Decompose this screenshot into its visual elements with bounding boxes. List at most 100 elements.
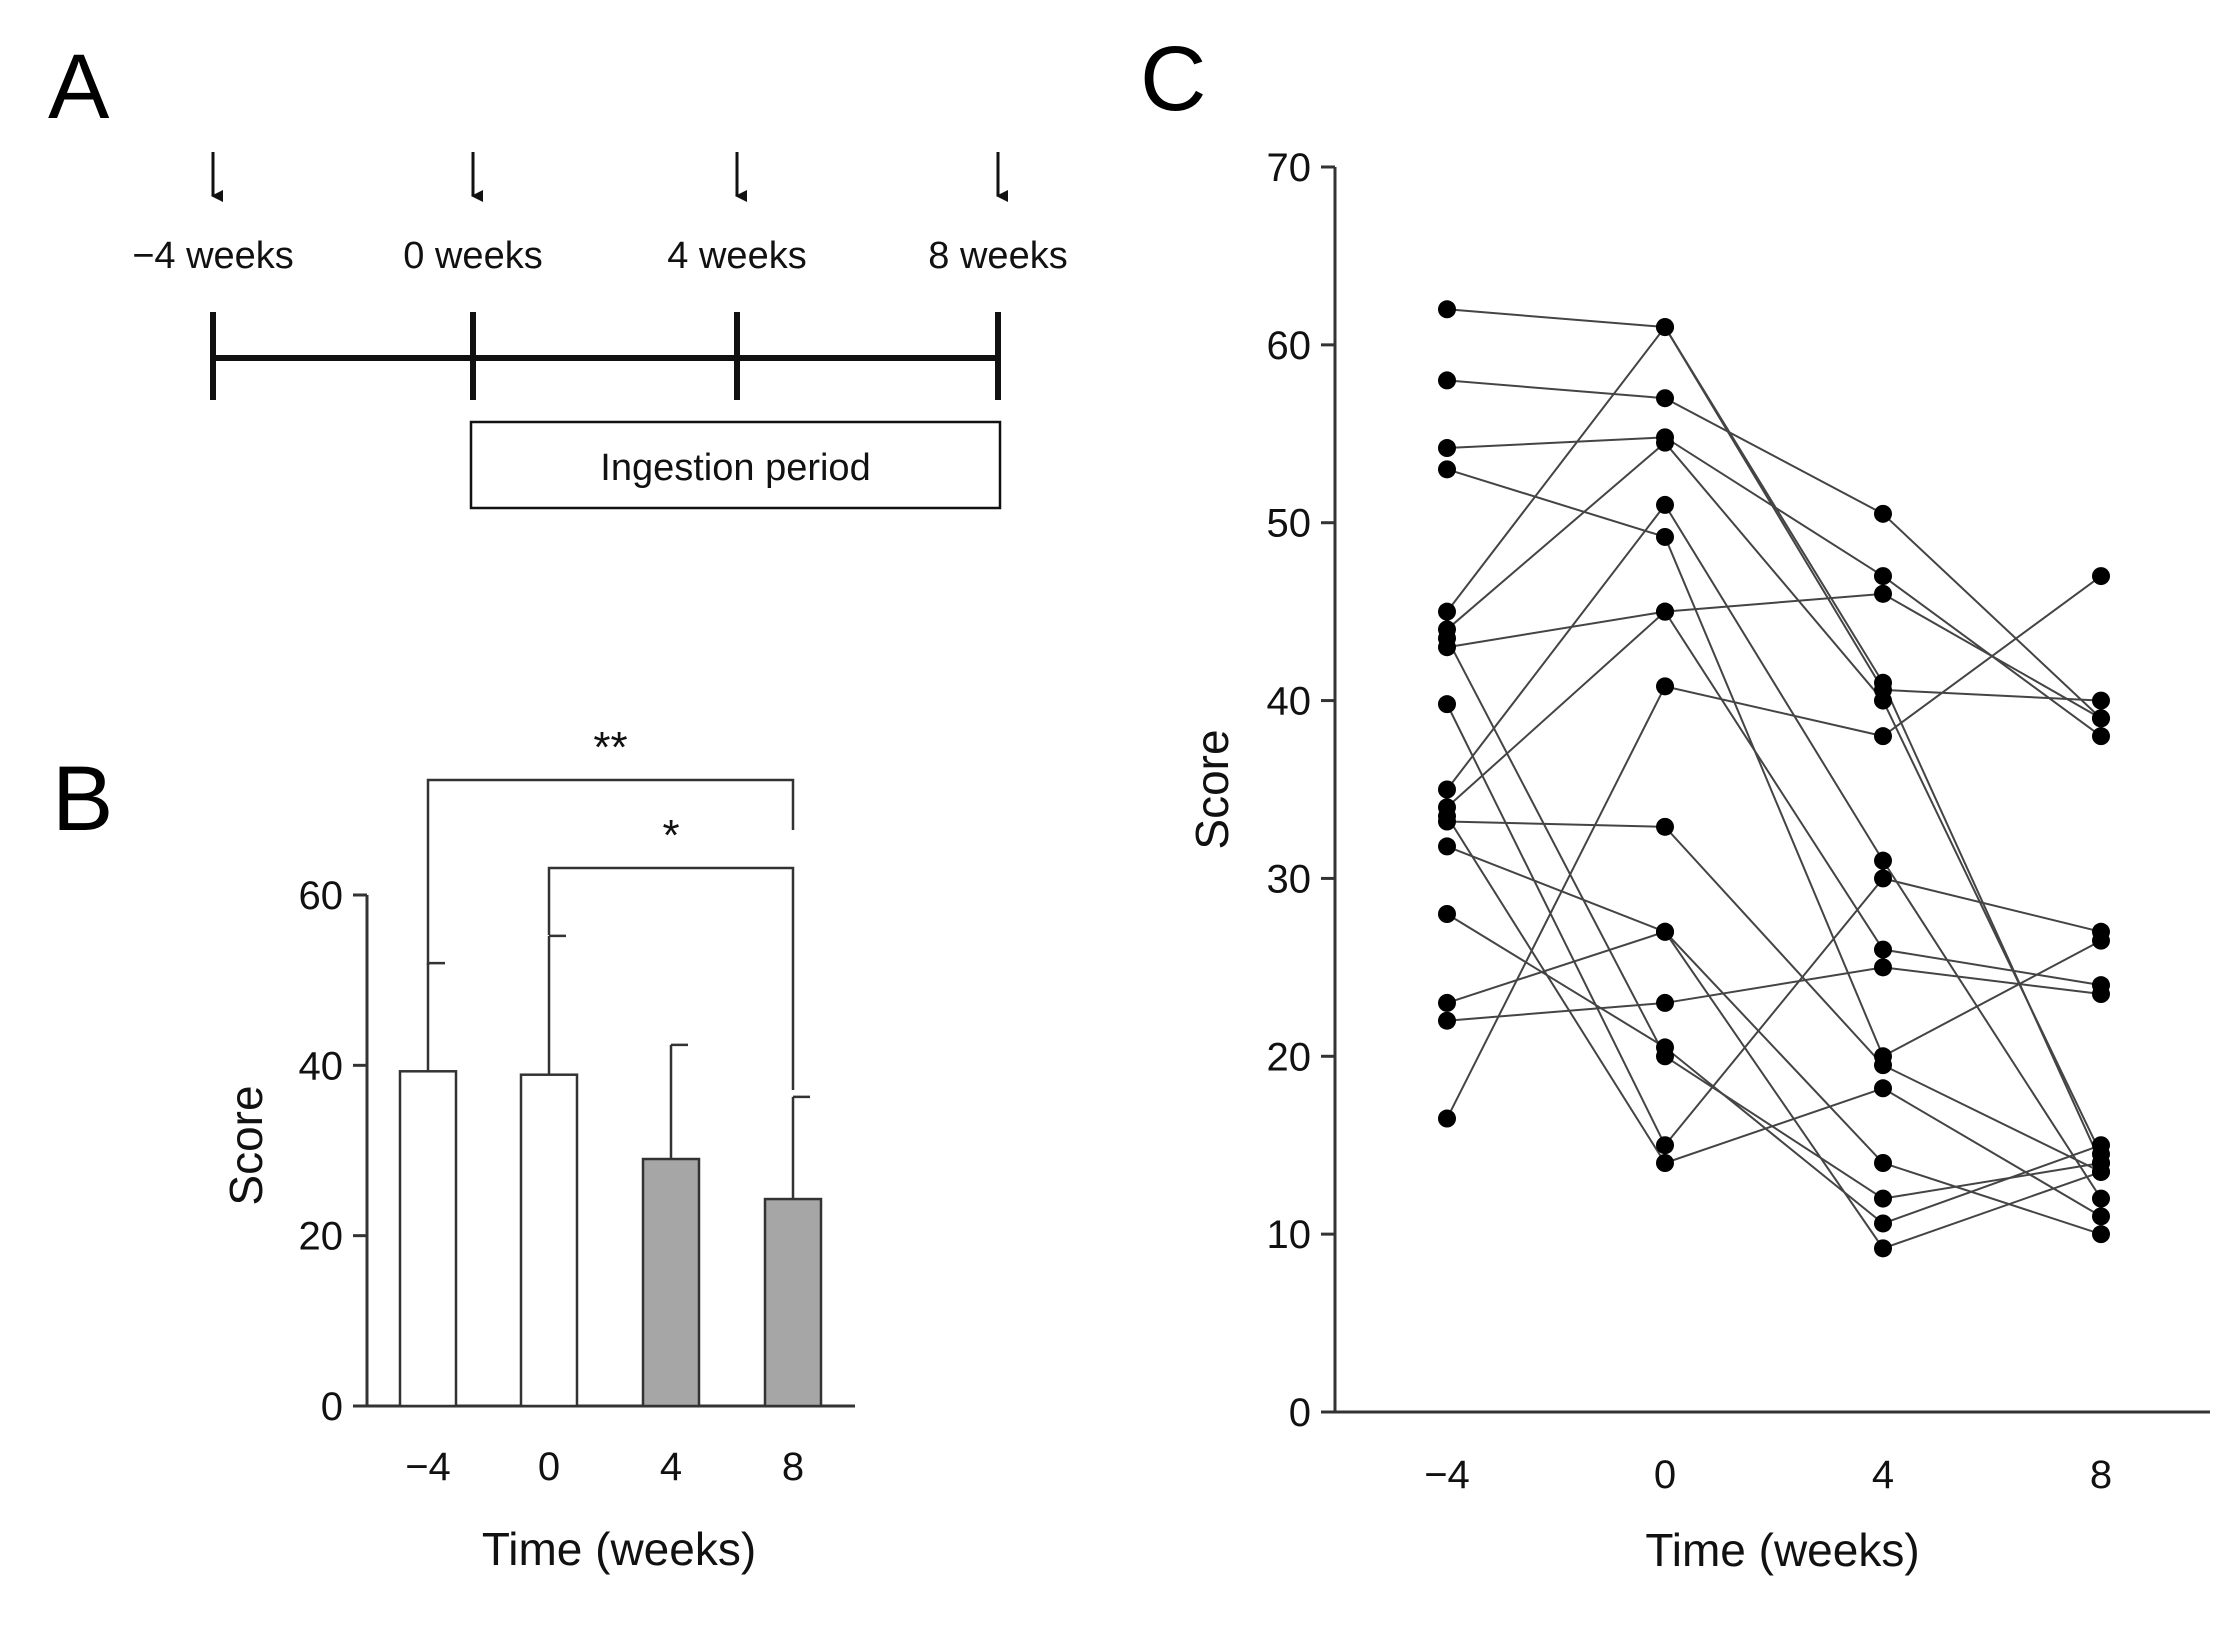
series-line xyxy=(1446,637,2102,1200)
series-line xyxy=(1446,325,2102,702)
data-point xyxy=(1438,602,1456,621)
data-point xyxy=(1874,851,1892,870)
data-point xyxy=(1656,817,1674,836)
x-tick-label: 4 xyxy=(660,1445,682,1489)
data-point xyxy=(1438,300,1456,319)
data-point xyxy=(1438,460,1456,479)
x-tick-label: 4 xyxy=(1872,1453,1894,1497)
timeline-label: 0 weeks xyxy=(403,235,542,277)
bar xyxy=(398,1070,458,1408)
series-line xyxy=(1446,575,2102,1119)
ingestion-period-box xyxy=(469,420,1002,510)
x-tick-label: 8 xyxy=(2090,1453,2112,1497)
x-tick-label: −4 xyxy=(405,1445,451,1489)
timeline-label: −4 weeks xyxy=(132,235,294,277)
data-point xyxy=(1656,495,1674,514)
x-tick-label: 0 xyxy=(1654,1453,1676,1497)
data-point xyxy=(1438,812,1456,831)
bar xyxy=(519,1073,579,1408)
y-tick-label: 20 xyxy=(1267,1035,1312,1079)
series-line xyxy=(1446,815,2102,1218)
data-point xyxy=(1438,837,1456,856)
data-point xyxy=(1438,629,1456,648)
data-point xyxy=(1438,371,1456,390)
data-point xyxy=(1874,869,1892,888)
data-point xyxy=(1438,905,1456,923)
significance-label: ** xyxy=(593,723,627,772)
bar xyxy=(763,1197,823,1408)
data-point xyxy=(2092,922,2110,941)
series-points xyxy=(1438,300,2110,1258)
data-point xyxy=(2092,1225,2110,1244)
y-axis-title: Score xyxy=(1186,729,1238,849)
y-axis-title: Score xyxy=(220,1085,272,1205)
data-point xyxy=(1656,318,1674,337)
timeline: −4 weeks 0 weeks 4 weeks 8 weeks Ingestion p… xyxy=(132,152,1068,510)
line-chart: 0 10 20 30 40 50 60 70 −4 0 4 8 Time (weeks) Score xyxy=(1186,146,2210,1576)
data-point xyxy=(1874,1214,1892,1233)
data-point xyxy=(1656,922,1674,941)
data-point xyxy=(1874,1154,1892,1172)
data-point xyxy=(1438,1011,1456,1030)
data-point xyxy=(1874,691,1892,710)
data-point xyxy=(1656,527,1674,546)
series-line xyxy=(1446,308,2102,1164)
series-line xyxy=(1446,930,2102,1250)
significance-bracket xyxy=(426,778,795,965)
data-point xyxy=(1874,1079,1892,1098)
y-tick-label: 30 xyxy=(1267,857,1312,901)
data-point xyxy=(1874,940,1892,959)
data-point xyxy=(1656,433,1674,452)
series-line xyxy=(1446,610,2102,987)
y-tick-label: 0 xyxy=(1289,1391,1311,1435)
data-point xyxy=(2092,691,2110,710)
panel-label-c: C xyxy=(1140,28,1206,130)
panel-c: C 0 10 20 30 40 50 60 70 −4 0 4 8 Time (weeks) Score xyxy=(1140,28,2210,1576)
data-point xyxy=(1656,1136,1674,1155)
panel-label-a: A xyxy=(48,36,110,138)
data-point xyxy=(1438,780,1456,799)
data-point xyxy=(1438,1109,1456,1128)
data-point xyxy=(2092,1207,2110,1226)
data-point xyxy=(1438,695,1456,714)
data-point xyxy=(1874,958,1892,977)
series-line xyxy=(1446,468,2102,1058)
x-axis-title: Time (weeks) xyxy=(482,1523,756,1575)
ingestion-period-label: Ingestion period xyxy=(600,447,870,489)
bar xyxy=(641,1157,701,1408)
series-line xyxy=(1446,845,2102,1236)
significance-label: * xyxy=(662,811,679,860)
data-point xyxy=(1874,1189,1892,1208)
data-point xyxy=(1874,504,1892,523)
data-point xyxy=(1656,389,1674,408)
y-tick-label: 60 xyxy=(1267,324,1312,368)
series-line xyxy=(1446,441,2102,1155)
data-point xyxy=(1874,727,1892,746)
data-point xyxy=(1874,567,1892,586)
significance-bracket xyxy=(547,866,795,1090)
y-tick-label: 40 xyxy=(1267,680,1312,724)
data-point xyxy=(1656,1038,1674,1057)
x-tick-label: 0 xyxy=(538,1445,560,1489)
y-tick-label: 0 xyxy=(321,1385,343,1429)
series-line xyxy=(1446,703,2102,1148)
series-line xyxy=(1446,592,2102,720)
data-point xyxy=(2092,1162,2110,1181)
data-point xyxy=(1438,439,1456,458)
timeline-label: 4 weeks xyxy=(667,235,806,277)
data-point xyxy=(1874,1056,1892,1075)
data-point xyxy=(1874,584,1892,603)
x-tick-label: −4 xyxy=(1424,1453,1470,1497)
data-point xyxy=(2092,985,2110,1004)
y-tick-label: 60 xyxy=(299,874,344,918)
data-point xyxy=(1656,993,1674,1012)
data-point xyxy=(2092,1189,2110,1208)
data-point xyxy=(2092,1136,2110,1155)
series-line xyxy=(1446,379,2102,720)
y-tick-label: 10 xyxy=(1267,1213,1312,1257)
data-point xyxy=(1874,1239,1892,1258)
data-point xyxy=(2092,709,2110,728)
